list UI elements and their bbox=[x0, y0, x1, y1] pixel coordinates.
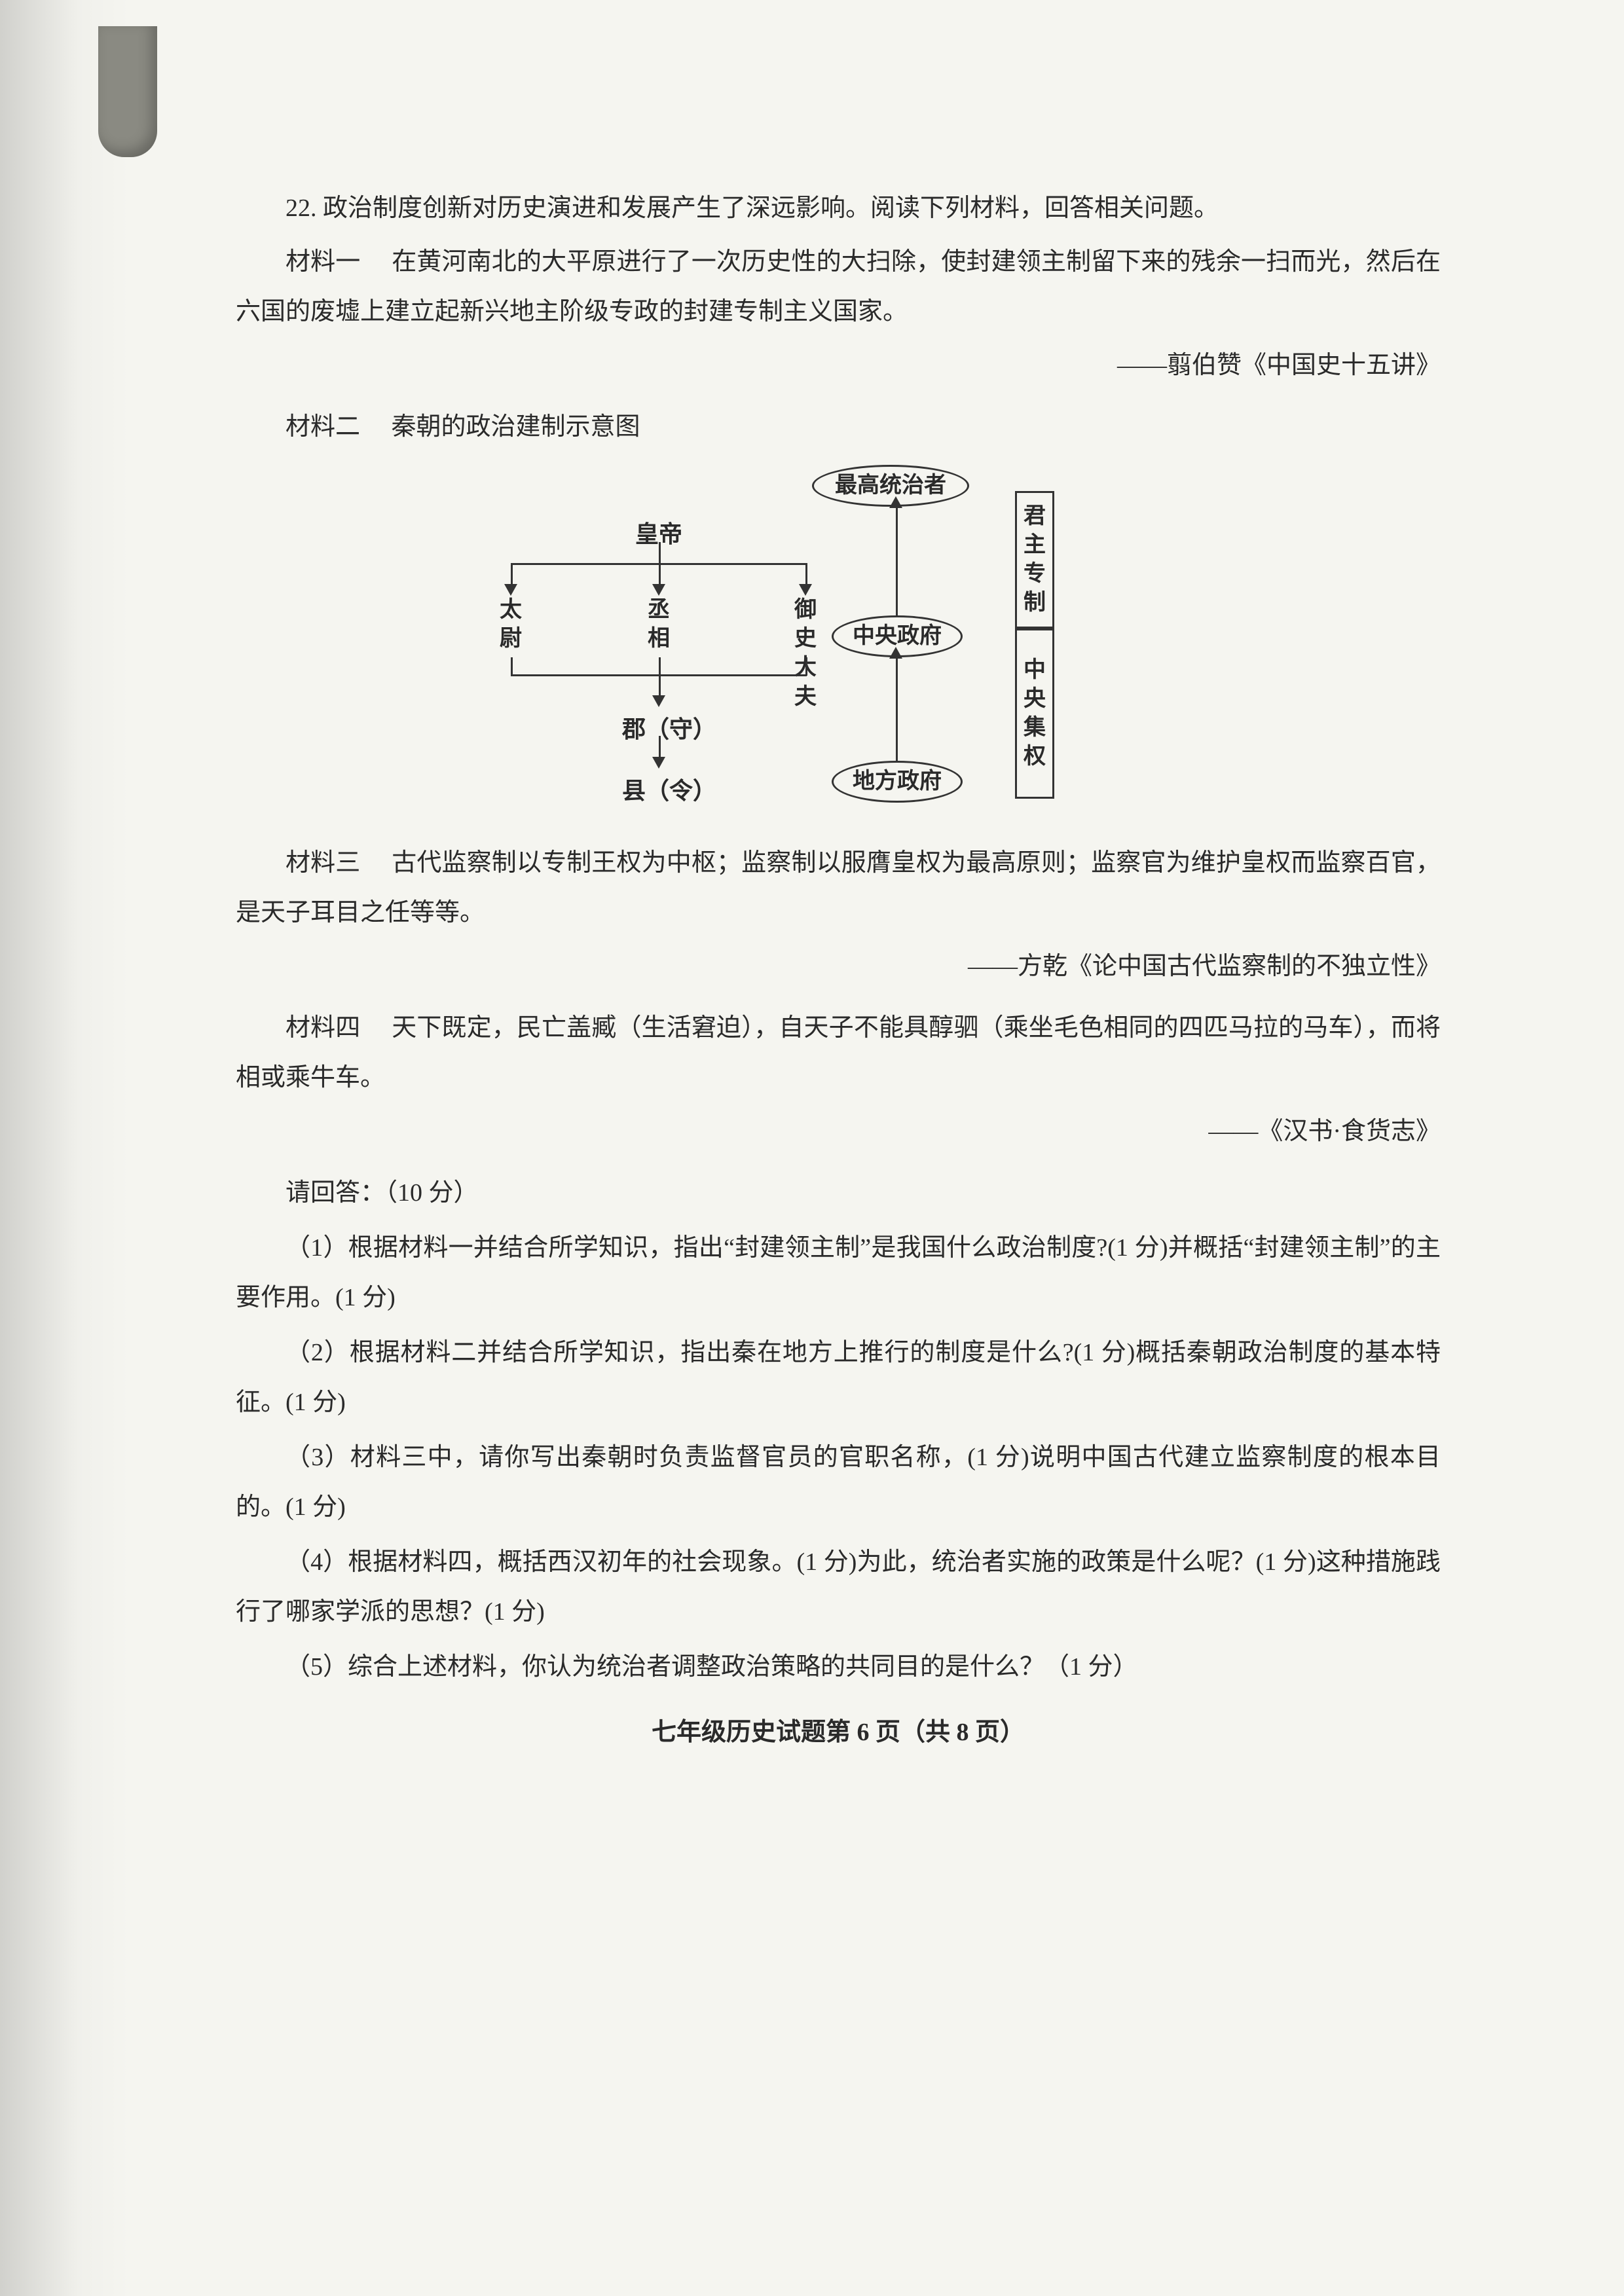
side-label-bottom-text: 中央集权 bbox=[1024, 656, 1046, 772]
question-stem-text: 政治制度创新对历史演进和发展产生了深远影响。阅读下列材料，回答相关问题。 bbox=[323, 194, 1219, 222]
node-chengxiang: 丞相 bbox=[646, 596, 672, 653]
node-xian: 县（令） bbox=[622, 767, 716, 814]
material-3-text: 古代监察制以专制王权为中枢；监察制以服膺皇权为最高原则；监察官为维护皇权而监察百… bbox=[236, 849, 1441, 926]
question-stem: 22. 政治制度创新对历史演进和发展产生了深远影响。阅读下列材料，回答相关问题。 bbox=[236, 183, 1441, 233]
material-4-source: ——《汉书·食货志》 bbox=[236, 1106, 1441, 1156]
binding-notch bbox=[98, 26, 157, 157]
line bbox=[659, 674, 661, 697]
line bbox=[805, 563, 807, 585]
page-footer: 七年级历史试题第 6 页（共 8 页） bbox=[236, 1707, 1441, 1757]
question-2: （2）根据材料二并结合所学知识，指出秦在地方上推行的制度是什么?(1 分)概括秦… bbox=[236, 1328, 1441, 1427]
material-1-text: 在黄河南北的大平原进行了一次历史性的大扫除，使封建领主制留下来的残余一扫而光，然… bbox=[236, 248, 1441, 325]
question-number: 22. bbox=[286, 194, 317, 222]
material-3: 材料三 古代监察制以专制王权为中枢；监察制以服膺皇权为最高原则；监察官为维护皇权… bbox=[236, 838, 1441, 938]
material-2-label: 材料二 bbox=[286, 413, 360, 441]
question-1: （1）根据材料一并结合所学知识，指出“封建领主制”是我国什么政治制度?(1 分)… bbox=[236, 1223, 1441, 1322]
line bbox=[805, 657, 807, 676]
side-label-top-text: 君主专制 bbox=[1024, 502, 1046, 618]
material-2-title: 秦朝的政治建制示意图 bbox=[392, 413, 640, 441]
node-jun: 郡（守） bbox=[622, 706, 716, 753]
material-3-source: ——方乾《论中国古代监察制的不独立性》 bbox=[236, 941, 1441, 991]
material-1: 材料一 在黄河南北的大平原进行了一次历史性的大扫除，使封建领主制留下来的残余一扫… bbox=[236, 237, 1441, 337]
arrow-down-icon bbox=[652, 584, 665, 596]
diagram-container: 最高统治者 皇帝 太尉 丞相 御史大夫 中央政府 bbox=[236, 465, 1441, 818]
question-5: （5）综合上述材料，你认为统治者调整政治策略的共同目的是什么？（1 分） bbox=[236, 1642, 1441, 1692]
arrow-down-icon bbox=[799, 584, 812, 596]
node-yushidafu: 御史大夫 bbox=[792, 596, 819, 712]
arrow-up-icon bbox=[889, 647, 902, 659]
material-4-text: 天下既定，民亡盖臧（生活窘迫），自天子不能具醇驷（乘坐毛色相同的四匹马拉的马车）… bbox=[236, 1014, 1441, 1091]
question-3: （3）材料三中，请你写出秦朝时负责监督官员的官职名称，(1 分)说明中国古代建立… bbox=[236, 1432, 1441, 1532]
node-local-gov: 地方政府 bbox=[832, 761, 963, 803]
line bbox=[659, 736, 661, 758]
arrow-up-icon bbox=[889, 496, 902, 508]
line bbox=[511, 563, 513, 585]
question-4: （4）根据材料四，概括西汉初年的社会现象。(1 分)为此，统治者实施的政策是什么… bbox=[236, 1537, 1441, 1637]
side-label-bottom: 中央集权 bbox=[1015, 629, 1054, 799]
line bbox=[896, 507, 898, 615]
binding-shadow bbox=[0, 0, 131, 2296]
material-1-source: ——翦伯赞《中国史十五讲》 bbox=[236, 340, 1441, 390]
qin-political-diagram: 最高统治者 皇帝 太尉 丞相 御史大夫 中央政府 bbox=[445, 465, 1231, 818]
material-4: 材料四 天下既定，民亡盖臧（生活窘迫），自天子不能具醇驷（乘坐毛色相同的四匹马拉… bbox=[236, 1003, 1441, 1102]
material-4-label: 材料四 bbox=[286, 1014, 360, 1042]
line bbox=[896, 657, 898, 761]
line bbox=[659, 657, 661, 676]
arrow-down-icon bbox=[504, 584, 517, 596]
side-label-top: 君主专制 bbox=[1015, 491, 1054, 629]
material-3-label: 材料三 bbox=[286, 849, 360, 877]
line bbox=[659, 542, 661, 564]
material-2-heading: 材料二 秦朝的政治建制示意图 bbox=[236, 402, 1441, 452]
material-1-label: 材料一 bbox=[286, 248, 360, 276]
node-taiwei: 太尉 bbox=[498, 596, 524, 653]
answer-intro: 请回答：（10 分） bbox=[236, 1168, 1441, 1218]
exam-page: 22. 政治制度创新对历史演进和发展产生了深远影响。阅读下列材料，回答相关问题。… bbox=[0, 0, 1624, 2296]
line bbox=[659, 563, 661, 585]
line bbox=[511, 657, 513, 676]
